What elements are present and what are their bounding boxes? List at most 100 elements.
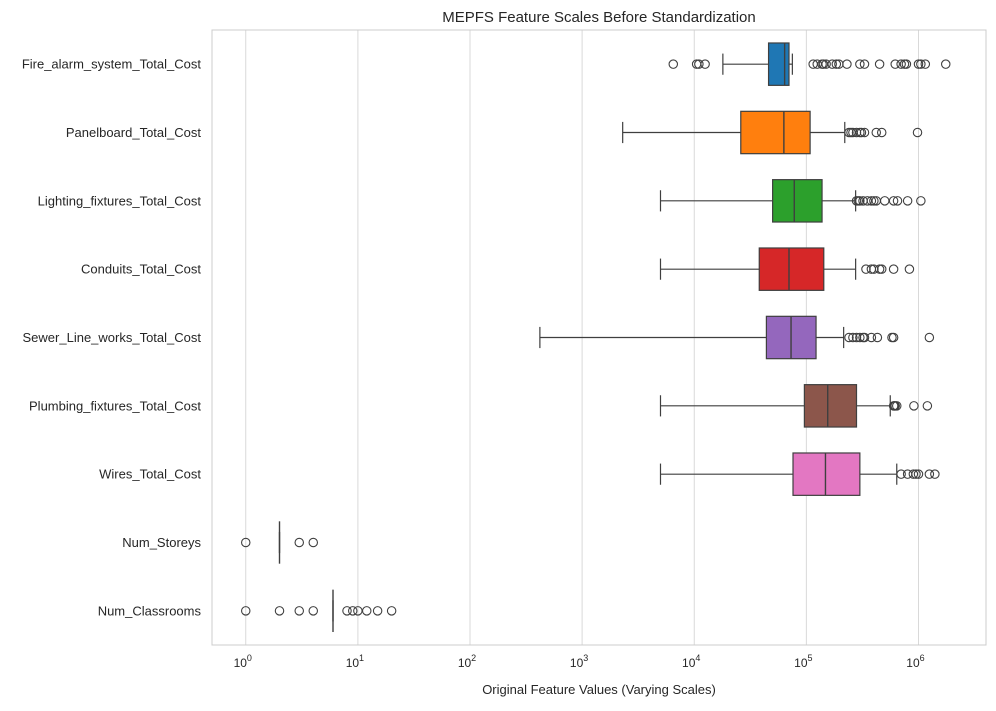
outlier-point	[888, 196, 899, 206]
outlier-point	[916, 59, 926, 69]
box-group	[668, 42, 951, 86]
y-category-label: Fire_alarm_system_Total_Cost	[22, 57, 202, 72]
x-tick-exponent: 6	[920, 653, 925, 663]
outlier-point	[916, 196, 926, 206]
outlier-point	[831, 59, 842, 69]
x-tick-base: 10	[458, 656, 472, 670]
outlier-point	[908, 469, 919, 479]
outlier-point	[362, 606, 372, 616]
outlier-point	[871, 127, 882, 138]
box-group	[659, 247, 915, 291]
iqr-box	[767, 42, 790, 86]
outlier-point	[848, 332, 858, 343]
y-category-label: Sewer_Line_works_Total_Cost	[23, 330, 202, 345]
box-group	[659, 384, 933, 428]
plot-frame	[211, 29, 987, 646]
y-category-label: Lighting_fixtures_Total_Cost	[38, 193, 202, 208]
outlier-point	[920, 59, 931, 69]
iqr-box	[758, 247, 825, 291]
x-tick-exponent: 3	[583, 653, 588, 663]
outlier-point	[888, 332, 899, 343]
x-axis-label: Original Feature Values (Varying Scales)	[482, 682, 716, 697]
outlier-point	[922, 401, 933, 411]
outlier-point	[869, 196, 879, 206]
chart-title: MEPFS Feature Scales Before Standardizat…	[442, 9, 756, 26]
outlier-point	[294, 537, 304, 548]
outlier-point	[855, 332, 865, 343]
outlier-point	[913, 469, 924, 479]
outlier-point	[896, 469, 906, 479]
x-tick-base: 10	[906, 656, 920, 670]
x-tick-label: 100	[234, 653, 252, 670]
box-group	[659, 179, 926, 223]
outlier-point	[274, 606, 285, 616]
iqr-box	[740, 110, 811, 155]
outlier-point	[241, 537, 251, 548]
x-tick-label: 101	[346, 653, 364, 670]
outlier-point	[859, 332, 870, 343]
outlier-point	[896, 59, 906, 69]
outlier-point	[700, 59, 710, 69]
outlier-point	[308, 606, 319, 616]
outlier-point	[342, 606, 352, 616]
x-tick-label: 106	[906, 653, 924, 670]
x-tick-label: 105	[794, 653, 812, 670]
x-tick-exponent: 2	[471, 653, 476, 663]
outlier-point	[890, 59, 900, 69]
x-tick-base: 10	[682, 656, 696, 670]
outlier-point	[827, 59, 837, 69]
x-tick-label: 102	[458, 653, 476, 670]
y-category-label: Conduits_Total_Cost	[81, 262, 201, 277]
y-category-label: Panelboard_Total_Cost	[66, 125, 202, 140]
outlier-point	[911, 469, 921, 479]
outlier-point	[913, 59, 924, 69]
outlier-point	[668, 59, 679, 69]
x-tick-exponent: 4	[695, 653, 700, 663]
box-group	[659, 452, 940, 496]
iqr-box	[772, 179, 823, 223]
y-category-label: Wires_Total_Cost	[99, 467, 201, 482]
outlier-point	[308, 537, 319, 548]
outlier-point	[241, 606, 251, 616]
outlier-point	[855, 59, 865, 69]
outlier-point	[888, 264, 899, 274]
iqr-box	[792, 452, 861, 496]
outlier-point	[892, 401, 902, 411]
x-tick-labels: 100 101 102 103 104 105 106	[234, 653, 925, 670]
outlier-point	[874, 59, 885, 69]
outlier-point	[856, 127, 867, 138]
outlier-point	[930, 469, 940, 479]
outlier-point	[372, 606, 383, 616]
x-tick-exponent: 0	[247, 653, 252, 663]
box-group	[241, 589, 397, 633]
boxes	[241, 42, 951, 633]
outlier-point	[694, 59, 704, 69]
outlier-point	[844, 332, 854, 343]
x-tick-base: 10	[346, 656, 360, 670]
box-group	[539, 315, 935, 360]
iqr-box	[803, 384, 858, 428]
outlier-point	[892, 196, 903, 206]
outlier-point	[904, 264, 915, 274]
outlier-point	[940, 59, 951, 69]
outlier-point	[859, 127, 870, 138]
outlier-point	[876, 264, 887, 274]
outlier-point	[294, 606, 304, 616]
outlier-point	[842, 59, 852, 69]
y-category-label: Num_Classrooms	[98, 603, 202, 618]
y-category-label: Num_Storeys	[122, 535, 201, 550]
y-category-labels: Fire_alarm_system_Total_Cost Panelboard_T…	[22, 57, 202, 619]
x-tick-exponent: 1	[359, 653, 364, 663]
y-category-label: Plumbing_fixtures_Total_Cost	[29, 398, 201, 413]
outlier-point	[821, 59, 831, 69]
x-tick-base: 10	[570, 656, 584, 670]
outlier-point	[909, 401, 919, 411]
outlier-point	[901, 59, 912, 69]
box-group	[241, 521, 319, 564]
outlier-point	[859, 59, 870, 69]
x-tick-base: 10	[794, 656, 808, 670]
outlier-point	[924, 332, 935, 343]
x-tick-label: 104	[682, 653, 700, 670]
